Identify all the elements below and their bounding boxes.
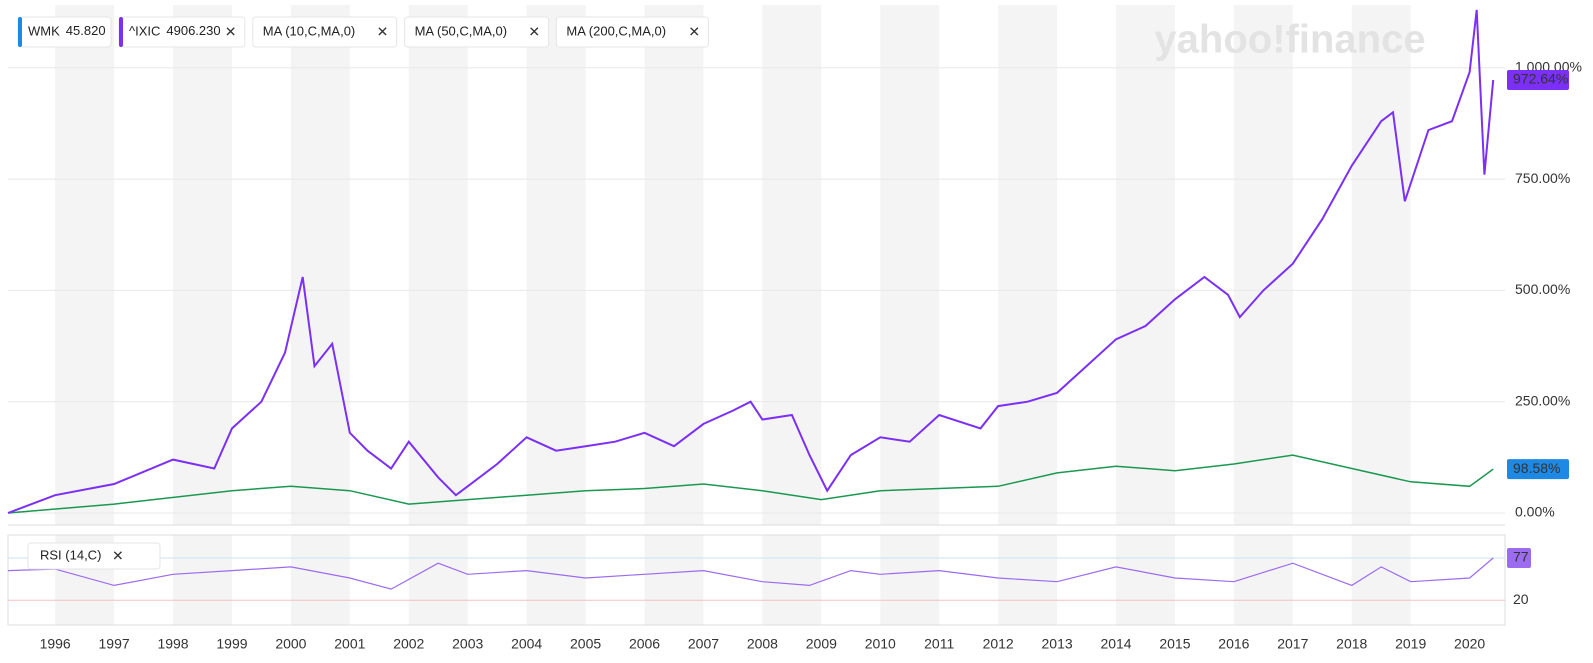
- legend-chip: MA (50,C,MA,0) ✕: [404, 16, 549, 48]
- series-line: [7, 9, 1495, 514]
- x-tick-label: 2019: [1395, 636, 1426, 652]
- rsi-chip: [27, 542, 161, 570]
- chip-swatch: [18, 17, 22, 47]
- x-tick-label: 2009: [806, 636, 837, 652]
- x-tick-label: 2020: [1454, 636, 1485, 652]
- year-band: [998, 5, 1058, 525]
- chip-price: 4906.230: [166, 23, 220, 38]
- series-line: [7, 557, 1494, 590]
- year-band: [526, 5, 586, 525]
- year-band: [526, 535, 586, 625]
- chip-swatch: [119, 17, 123, 47]
- rsi-level-label: 77: [1513, 549, 1529, 565]
- x-tick-label: 2006: [629, 636, 660, 652]
- x-tick-label: 2007: [688, 636, 719, 652]
- last-value-label: 972.64%: [1513, 71, 1568, 87]
- series-line: [7, 454, 1494, 514]
- year-band: [173, 5, 232, 525]
- x-tick-label: 2003: [452, 636, 483, 652]
- chip-close[interactable]: ✕: [688, 24, 700, 40]
- chip-close[interactable]: ✕: [528, 24, 540, 40]
- year-band: [1233, 535, 1293, 625]
- x-tick-label: 2012: [983, 636, 1014, 652]
- year-band: [290, 5, 350, 525]
- y-tick-label: 750.00%: [1515, 170, 1570, 186]
- last-value-box: [1507, 459, 1569, 480]
- chip-close: ✕: [112, 548, 124, 564]
- rsi-frame: [7, 534, 1506, 626]
- chip-price: 45.820: [66, 23, 106, 38]
- year-band: [1351, 535, 1411, 625]
- x-tick-label: 2017: [1277, 636, 1308, 652]
- chip-symbol: MA (50,C,MA,0): [415, 23, 507, 38]
- x-tick-label: 1997: [99, 636, 130, 652]
- x-tick-label: 2014: [1100, 636, 1131, 652]
- chip-symbol: MA (200,C,MA,0): [566, 23, 666, 38]
- x-tick-label: 1999: [216, 636, 247, 652]
- x-tick-label: 2010: [865, 636, 896, 652]
- rsi-level-box: [1507, 548, 1531, 569]
- chip-box: [555, 16, 709, 48]
- year-band: [1116, 535, 1175, 625]
- year-band: [290, 535, 350, 625]
- year-band: [880, 5, 940, 525]
- x-tick-label: 1998: [157, 636, 188, 652]
- legend-chip: WMK 45.820: [17, 16, 112, 48]
- x-tick-label: 2013: [1042, 636, 1073, 652]
- year-band: [1116, 5, 1175, 525]
- legend-chip: MA (10,C,MA,0) ✕: [252, 16, 398, 48]
- chip-symbol: MA (10,C,MA,0): [263, 23, 355, 38]
- watermark: yahoo!finance: [1154, 18, 1425, 62]
- x-tick-label: 2018: [1336, 636, 1367, 652]
- year-band: [173, 535, 232, 625]
- year-band: [762, 5, 822, 525]
- chip-symbol: ^IXIC 4906.230: [129, 23, 221, 38]
- x-tick-label: 2000: [275, 636, 306, 652]
- chip-close[interactable]: ✕: [225, 24, 237, 40]
- rsi-level-label: 20: [1513, 591, 1529, 607]
- x-tick-label: 2005: [570, 636, 601, 652]
- chip-box: [404, 16, 549, 48]
- year-band: [1233, 5, 1293, 525]
- chip-close[interactable]: ✕: [377, 24, 389, 40]
- chip-box: [252, 16, 398, 48]
- x-tick-label: 2002: [393, 636, 424, 652]
- legend-chip: ^IXIC 4906.230 ✕: [118, 16, 246, 48]
- x-tick-label: 2001: [334, 636, 365, 652]
- legend-chip: MA (200,C,MA,0) ✕: [555, 16, 709, 48]
- y-tick-label: 250.00%: [1515, 392, 1570, 408]
- x-tick-label: 1996: [40, 636, 71, 652]
- chip-symbol: WMK 45.820: [28, 23, 106, 38]
- x-tick-label: 2004: [511, 636, 542, 652]
- y-tick-label: 500.00%: [1515, 281, 1570, 297]
- x-tick-label: 2015: [1159, 636, 1190, 652]
- x-tick-label: 2011: [924, 636, 954, 652]
- rsi-chip-label: RSI (14,C): [40, 547, 101, 562]
- year-band: [408, 5, 468, 525]
- year-band: [55, 5, 115, 525]
- x-tick-label: 2016: [1218, 636, 1249, 652]
- last-value-label: 98.58%: [1513, 460, 1560, 476]
- year-band: [644, 535, 704, 625]
- last-value-box: [1507, 69, 1569, 90]
- y-tick-label: 0.00%: [1515, 504, 1555, 520]
- year-band: [1351, 5, 1411, 525]
- year-band: [408, 535, 468, 625]
- background: [55, 5, 1411, 625]
- year-band: [762, 535, 822, 625]
- x-tick-label: 2008: [747, 636, 778, 652]
- year-band: [880, 535, 940, 625]
